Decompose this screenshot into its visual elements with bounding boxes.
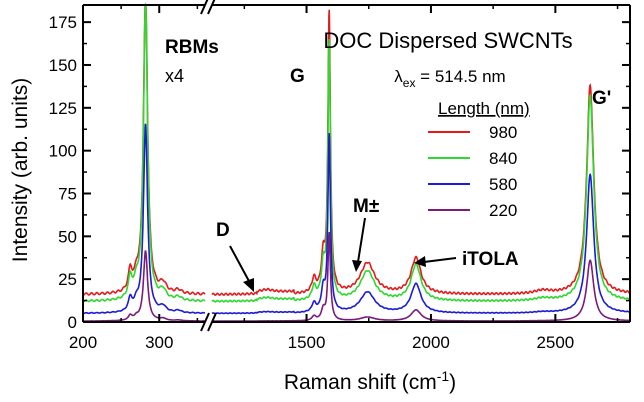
- annotation-m: M±: [353, 196, 379, 217]
- axis-break-mark: [207, 312, 217, 332]
- x-tick-label: 200: [69, 333, 97, 352]
- y-tick-label: 100: [49, 142, 77, 161]
- legend-label-980: 980: [489, 123, 517, 142]
- y-axis-label: Intensity (arb. units): [9, 78, 32, 262]
- series-980-line: [211, 9, 631, 296]
- excitation-lambda: λ: [394, 67, 403, 86]
- x-axis-label: Raman shift (cm-1): [284, 368, 456, 394]
- series-580-line: [211, 133, 630, 315]
- series-840-line: [211, 39, 631, 303]
- excitation-value: = 514.5 nm: [415, 67, 505, 86]
- axis-break-mark: [200, 0, 209, 15]
- y-tick-label: 25: [58, 270, 77, 289]
- x-tick-label: 1500: [288, 333, 326, 352]
- x-axis-label-end: ): [449, 371, 456, 394]
- arrow-d-head: [243, 278, 254, 292]
- legend-label-220: 220: [489, 201, 517, 220]
- x-tick-label: 300: [145, 333, 173, 352]
- legend-title: Length (nm): [438, 99, 530, 118]
- y-tick-label: 75: [58, 184, 77, 203]
- annotation-g: G: [290, 66, 305, 87]
- x-axis-label-sup: -1: [437, 368, 450, 384]
- annotation-d: D: [216, 220, 230, 241]
- arrow-m-head: [352, 260, 362, 272]
- arrow-d: [229, 245, 251, 284]
- series-580-rbm-line: [82, 123, 206, 315]
- x-axis-label-main: Raman shift (cm: [284, 371, 437, 394]
- y-tick-label: 125: [49, 99, 77, 118]
- legend-label-580: 580: [489, 175, 517, 194]
- axis-break-mark: [200, 312, 210, 332]
- arrow-itola: [423, 257, 457, 263]
- arrow-itola-head: [414, 256, 426, 267]
- axis-break-mark: [207, 0, 216, 15]
- series-layer: [82, 1, 631, 322]
- chart-title: DOC Dispersed SWCNTs: [323, 28, 572, 53]
- y-tick-label: 150: [49, 56, 77, 75]
- series-220-rbm-line: [83, 250, 205, 322]
- x-tick-label: 2500: [536, 333, 574, 352]
- series-220-line: [212, 231, 630, 322]
- y-tick-label: 175: [49, 13, 77, 32]
- excitation-label: λex = 514.5 nm: [394, 67, 505, 90]
- legend-label-840: 840: [489, 149, 517, 168]
- arrow-m: [357, 217, 366, 263]
- y-tick-label: 0: [68, 313, 77, 332]
- annotation-rbms: RBMs: [165, 37, 219, 58]
- x-tick-label: 2000: [412, 333, 450, 352]
- legend: 980 840 580 220: [428, 123, 517, 220]
- annotation-rbm-factor: x4: [165, 66, 184, 86]
- series-840-rbm-line: [82, 1, 206, 303]
- excitation-sub: ex: [403, 76, 416, 90]
- annotation-g-prime: G': [592, 88, 611, 109]
- y-tick-label: 50: [58, 227, 77, 246]
- axes-layer: 0 25 50 75 100 125 150 175 200 300 1500 2000 2500: [49, 0, 631, 352]
- annotation-itola: iTOLA: [462, 249, 519, 270]
